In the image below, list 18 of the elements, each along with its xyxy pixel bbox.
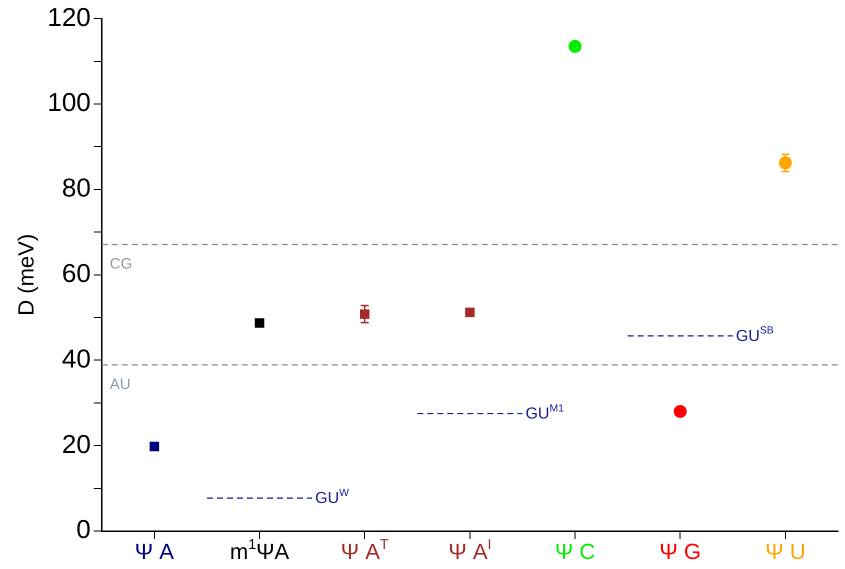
- x-tick-label: Ψ C: [554, 539, 596, 564]
- point: [254, 318, 264, 328]
- y-axis-title: D (meV): [13, 234, 38, 316]
- x-tick-label: Ψ U: [765, 539, 806, 564]
- x-tick-label: Ψ G: [659, 539, 702, 564]
- y-tick-label: 20: [62, 428, 91, 459]
- point: [465, 308, 475, 318]
- y-tick-label: 80: [62, 172, 91, 203]
- y-tick-label: 0: [76, 514, 91, 544]
- point: [568, 40, 582, 53]
- ref-line-label: AU: [110, 376, 131, 393]
- y-tick-label: 120: [47, 2, 91, 32]
- y-tick-label: 60: [62, 258, 91, 288]
- x-tick-label: Ψ A: [134, 539, 174, 564]
- y-tick-label: 40: [62, 343, 91, 374]
- point: [150, 442, 160, 452]
- y-tick-label: 100: [47, 87, 91, 118]
- ref-line-label: CG: [110, 255, 132, 272]
